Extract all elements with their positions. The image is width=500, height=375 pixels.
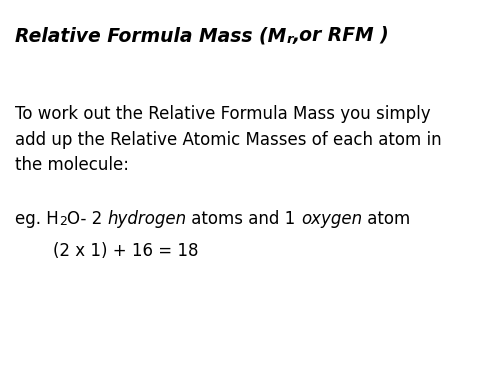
Text: atoms and 1: atoms and 1 (186, 210, 301, 228)
Text: (2 x 1) + 16 = 18: (2 x 1) + 16 = 18 (53, 242, 199, 260)
Text: hydrogen: hydrogen (107, 210, 186, 228)
Text: eg. H: eg. H (15, 210, 59, 228)
Text: 2: 2 (59, 215, 66, 228)
Text: atom: atom (362, 210, 410, 228)
Text: O- 2: O- 2 (66, 210, 107, 228)
Text: Relative Formula Mass (M: Relative Formula Mass (M (15, 26, 286, 45)
Text: ,or RFM ): ,or RFM ) (293, 26, 390, 45)
Text: To work out the Relative Formula Mass you simply
add up the Relative Atomic Mass: To work out the Relative Formula Mass yo… (15, 105, 442, 174)
Text: oxygen: oxygen (301, 210, 362, 228)
Text: r: r (286, 33, 293, 46)
